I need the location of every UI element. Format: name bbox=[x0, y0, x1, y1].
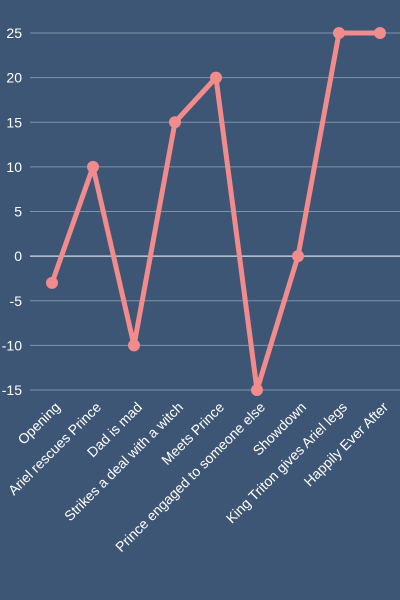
y-tick-label: 25 bbox=[6, 25, 22, 41]
y-tick-label: 20 bbox=[6, 70, 22, 86]
data-points bbox=[46, 27, 386, 396]
data-point bbox=[374, 27, 386, 39]
y-axis-tick-labels: 25 20 15 10 5 0 -5 -10 -15 bbox=[2, 25, 22, 398]
y-tick-label: -15 bbox=[2, 382, 22, 398]
data-point bbox=[128, 339, 140, 352]
data-point bbox=[87, 160, 99, 173]
y-tick-label: 0 bbox=[14, 248, 22, 264]
data-point bbox=[46, 276, 58, 289]
data-point bbox=[292, 250, 304, 263]
y-tick-label: -10 bbox=[2, 337, 22, 353]
y-tick-label: -5 bbox=[10, 293, 23, 309]
data-point bbox=[169, 116, 181, 129]
y-tick-label: 10 bbox=[6, 159, 22, 175]
data-point bbox=[210, 71, 222, 84]
data-point bbox=[251, 384, 263, 396]
x-tick-label: Prince engaged to someone else bbox=[112, 399, 268, 555]
y-tick-label: 5 bbox=[14, 204, 22, 220]
data-point bbox=[333, 27, 345, 39]
y-tick-label: 15 bbox=[6, 114, 22, 130]
